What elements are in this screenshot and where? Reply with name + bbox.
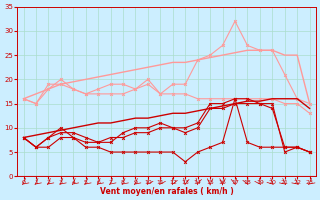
X-axis label: Vent moyen/en rafales ( km/h ): Vent moyen/en rafales ( km/h ) bbox=[100, 187, 234, 196]
